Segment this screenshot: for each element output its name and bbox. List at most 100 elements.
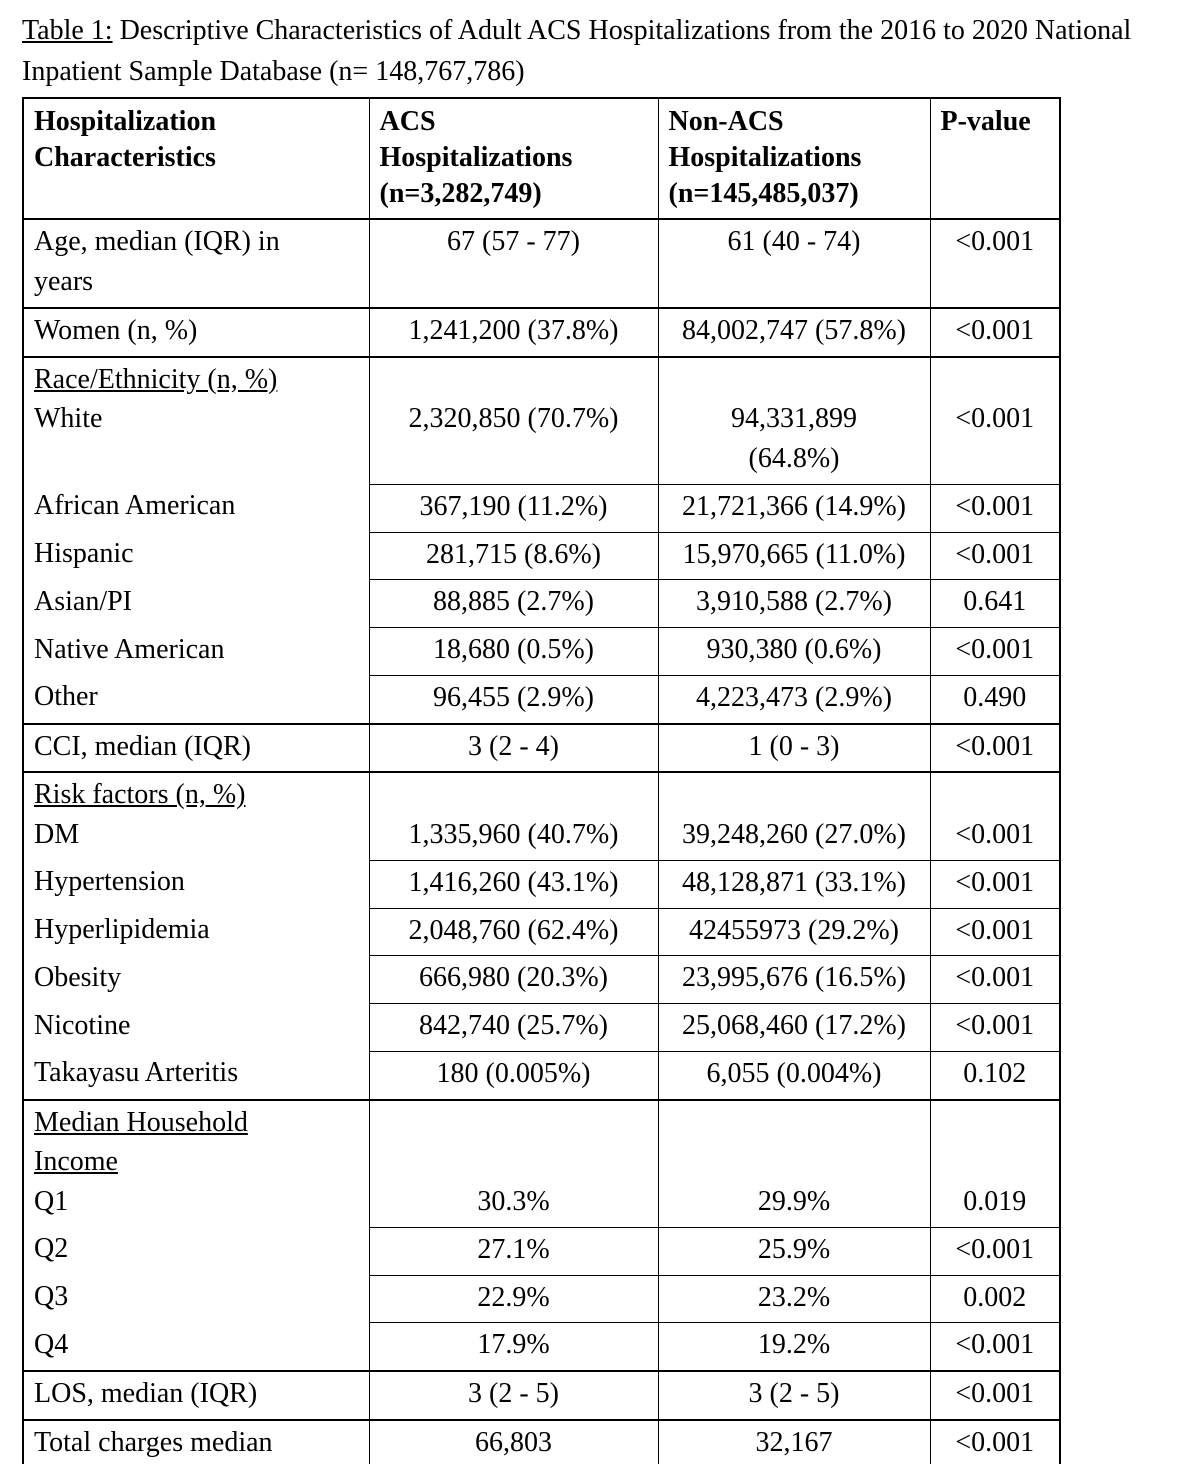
p-value-cell: <0.001 — [929, 1370, 1061, 1421]
table-row: Asian/PI 88,885 (2.7%) 3,910,588 (2.7%) 0.6… — [22, 579, 1061, 629]
p-value-cell: <0.001 — [929, 1322, 1061, 1372]
row-label-cell: DM — [22, 815, 370, 861]
acs-value-cell: 180 (0.005%) — [368, 1050, 659, 1101]
p-value-cell: <0.001 — [929, 1418, 1061, 1464]
acs-value-cell: 367,190 (11.2%) — [368, 483, 659, 533]
row-label-cell: Age, median (IQR) in years — [22, 218, 370, 309]
table-row: Age, median (IQR) in years 67 (57 - 77) 61… — [22, 218, 1061, 309]
row-label-cell: Asian/PI — [22, 579, 370, 629]
p-value-cell: 0.002 — [929, 1274, 1061, 1324]
row-label-cell: Nicotine — [22, 1003, 370, 1052]
table-row: White 2,320,850 (70.7%) 94,331,899 (64.8%)… — [22, 399, 1061, 485]
acs-value-cell — [368, 1098, 659, 1183]
table-row: Hypertension 1,416,260 (43.1%) 48,128,871 … — [22, 859, 1061, 909]
acs-value-cell: 1,241,200 (37.8%) — [368, 306, 659, 358]
row-label-cell: Q4 — [22, 1322, 370, 1372]
p-value-cell: <0.001 — [929, 907, 1061, 957]
table-row: Other 96,455 (2.9%) 4,223,473 (2.9%) 0.490 — [22, 674, 1061, 725]
row-label-cell: CCI, median (IQR) — [22, 722, 370, 773]
table-row: Nicotine 842,740 (25.7%) 25,068,460 (17.2%… — [22, 1003, 1061, 1052]
non-acs-value-cell: 1 (0 - 3) — [657, 722, 931, 773]
acs-value-cell: 66,803 (36,697 – 116,752) — [368, 1418, 659, 1464]
p-value-cell: <0.001 — [929, 859, 1061, 909]
table-row: Q4 17.9% 19.2% <0.001 — [22, 1322, 1061, 1372]
p-value-cell: 0.102 — [929, 1050, 1061, 1101]
table-row: Q2 27.1% 25.9% <0.001 — [22, 1226, 1061, 1276]
acs-value-cell: 666,980 (20.3%) — [368, 955, 659, 1005]
header-p-value: P-value — [929, 97, 1061, 221]
row-label-cell: Q2 — [22, 1227, 370, 1276]
p-value-cell: <0.001 — [929, 1003, 1061, 1052]
acs-value-cell: 3 (2 - 5) — [368, 1370, 659, 1421]
non-acs-value-cell: 3,910,588 (2.7%) — [657, 579, 931, 629]
acs-value-cell — [368, 355, 659, 400]
acs-value-cell: 1,416,260 (43.1%) — [368, 859, 659, 909]
p-value-cell — [929, 1098, 1061, 1183]
table-row: Hispanic 281,715 (8.6%) 15,970,665 (11.0%)… — [22, 531, 1061, 581]
table-title-label: Table 1: — [22, 15, 113, 46]
row-label-cell: Q1 — [22, 1182, 370, 1228]
acs-value-cell: 281,715 (8.6%) — [368, 531, 659, 581]
non-acs-value-cell: 23,995,676 (16.5%) — [657, 955, 931, 1005]
p-value-cell: <0.001 — [929, 483, 1061, 533]
non-acs-value-cell: 32,167 (17,243 – 62,122) — [657, 1418, 931, 1464]
non-acs-value-cell: 19.2% — [657, 1322, 931, 1372]
non-acs-value-cell: 61 (40 - 74) — [657, 218, 931, 309]
p-value-cell: 0.641 — [929, 579, 1061, 629]
non-acs-value-cell: 42455973 (29.2%) — [657, 907, 931, 957]
table-row: Native American 18,680 (0.5%) 930,380 (0.6… — [22, 627, 1061, 676]
row-label-cell: Total charges median (IQR) — [22, 1418, 370, 1464]
acs-value-cell: 842,740 (25.7%) — [368, 1003, 659, 1052]
row-label-cell: Takayasu Arteritis — [22, 1051, 370, 1101]
acs-value-cell: 96,455 (2.9%) — [368, 674, 659, 725]
acs-value-cell: 27.1% — [368, 1226, 659, 1276]
row-label-cell: White — [22, 399, 370, 485]
row-label-cell: LOS, median (IQR) — [22, 1370, 370, 1421]
non-acs-value-cell: 4,223,473 (2.9%) — [657, 674, 931, 725]
table-row: Total charges median (IQR)66,803 (36,697… — [22, 1418, 1061, 1464]
p-value-cell: <0.001 — [929, 399, 1061, 485]
p-value-cell: <0.001 — [929, 627, 1061, 676]
non-acs-value-cell: 21,721,366 (14.9%) — [657, 483, 931, 533]
row-label-cell: Hispanic — [22, 532, 370, 581]
table-row: Women (n, %) 1,241,200 (37.8%) 84,002,747 … — [22, 306, 1061, 358]
row-label-cell: Median Household Income — [22, 1098, 370, 1183]
table-row: Obesity 666,980 (20.3%) 23,995,676 (16.5%)… — [22, 955, 1061, 1005]
acs-value-cell: 1,335,960 (40.7%) — [368, 815, 659, 861]
p-value-cell — [929, 355, 1061, 400]
non-acs-value-cell: 3 (2 - 5) — [657, 1370, 931, 1421]
p-value-cell: <0.001 — [929, 1226, 1061, 1276]
row-label-cell: Risk factors (n, %) — [22, 771, 370, 816]
acs-value-cell: 2,048,760 (62.4%) — [368, 907, 659, 957]
acs-value-cell: 2,320,850 (70.7%) — [368, 399, 659, 485]
row-label-cell: Hyperlipidemia — [22, 908, 370, 957]
non-acs-value-cell — [657, 771, 931, 816]
non-acs-value-cell — [657, 355, 931, 400]
characteristics-table: Hospitalization Characteristics ACS Hosp… — [22, 96, 1061, 1464]
header-row: Hospitalization Characteristics ACS Hosp… — [22, 97, 1061, 221]
non-acs-value-cell: 23.2% — [657, 1274, 931, 1324]
non-acs-value-cell: 84,002,747 (57.8%) — [657, 306, 931, 358]
table-row: Risk factors (n, %) — [22, 771, 1061, 816]
p-value-cell: <0.001 — [929, 218, 1061, 309]
row-label-cell: Women (n, %) — [22, 306, 370, 358]
table-row: African American 367,190 (11.2%) 21,721,36… — [22, 483, 1061, 533]
acs-value-cell: 88,885 (2.7%) — [368, 579, 659, 629]
table-title-text: Descriptive Characteristics of Adult ACS… — [22, 15, 1132, 88]
p-value-cell — [929, 771, 1061, 816]
non-acs-value-cell: 930,380 (0.6%) — [657, 627, 931, 676]
row-label-cell: African American — [22, 484, 370, 533]
non-acs-value-cell: 39,248,260 (27.0%) — [657, 815, 931, 861]
acs-value-cell: 3 (2 - 4) — [368, 722, 659, 773]
p-value-cell: 0.490 — [929, 674, 1061, 725]
acs-value-cell — [368, 771, 659, 816]
table-row: Takayasu Arteritis 180 (0.005%) 6,055 (0.0… — [22, 1050, 1061, 1101]
row-label-cell: Race/Ethnicity (n, %) — [22, 355, 370, 400]
acs-value-cell: 18,680 (0.5%) — [368, 627, 659, 676]
table-row: Race/Ethnicity (n, %) — [22, 355, 1061, 400]
p-value-cell: <0.001 — [929, 955, 1061, 1005]
p-value-cell: 0.019 — [929, 1182, 1061, 1228]
row-label-cell: Q3 — [22, 1275, 370, 1324]
row-label-cell: Other — [22, 675, 370, 725]
